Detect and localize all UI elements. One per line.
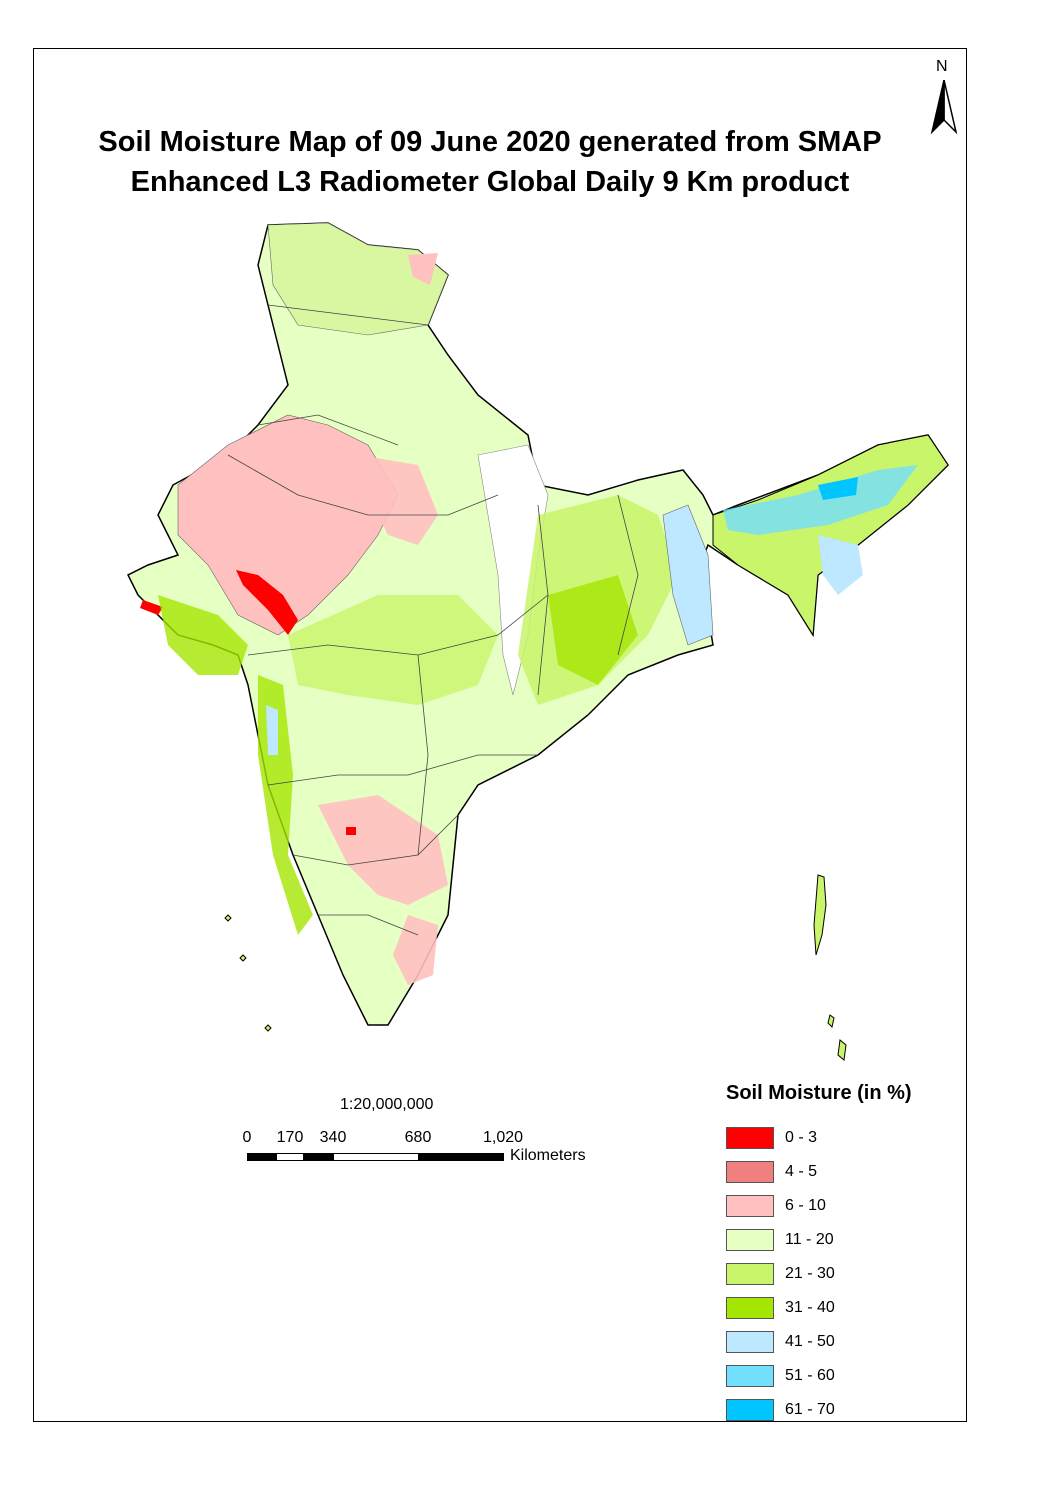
india-mainland: [126, 222, 949, 1026]
region-south-red: [346, 827, 356, 835]
scale-units: Kilometers: [510, 1147, 586, 1164]
lakshadweep-2: [239, 954, 247, 962]
islands: [224, 874, 847, 1061]
north-arrow-icon: [930, 80, 958, 135]
region-tn-pink: [393, 915, 438, 985]
scale-tick: 0: [242, 1129, 252, 1146]
legend-label: 0 - 3: [785, 1129, 818, 1146]
region-deccan-pink: [318, 795, 448, 905]
region-west-coast-blue: [266, 705, 278, 755]
region-bengal-blue: [662, 504, 714, 646]
legend-label: 11 - 20: [785, 1231, 834, 1248]
scale-segment: [418, 1153, 504, 1161]
legend-swatch: [726, 1229, 774, 1251]
region-odisha-green: [548, 575, 638, 685]
map-title: Soil Moisture Map of 09 June 2020 genera…: [40, 122, 940, 202]
region-meghalaya-blue: [818, 535, 863, 595]
state-borders: [227, 304, 639, 936]
legend-swatch: [726, 1161, 774, 1183]
legend-item: 61 - 70: [726, 1393, 956, 1427]
lakshadweep-1: [224, 914, 232, 922]
legend-item: 0 - 3: [726, 1121, 956, 1155]
legend-label: 31 - 40: [785, 1299, 835, 1316]
legend-item: 31 - 40: [726, 1291, 956, 1325]
legend-swatch: [726, 1331, 774, 1353]
legend-swatch: [726, 1127, 774, 1149]
legend-item: 11 - 20: [726, 1223, 956, 1257]
legend-swatch: [726, 1297, 774, 1319]
andaman-islands: [813, 874, 827, 956]
legend-swatch: [726, 1195, 774, 1217]
scale-tick: 340: [319, 1129, 347, 1146]
region-north: [267, 222, 449, 336]
region-northeast: [712, 434, 949, 637]
legend-swatch: [726, 1365, 774, 1387]
india-soil-moisture-map: [126, 222, 949, 1061]
scale-segment: [247, 1153, 277, 1161]
legend-label: 61 - 70: [785, 1401, 835, 1418]
map-frame: [33, 48, 967, 1422]
scale-segment: [276, 1153, 304, 1161]
nicobar-islands: [827, 1014, 835, 1028]
legend-label: 41 - 50: [785, 1333, 835, 1350]
legend-swatch: [726, 1399, 774, 1421]
region-dry-red: [236, 570, 298, 635]
region-rajasthan: [177, 414, 399, 636]
north-label: N: [936, 58, 948, 75]
legend-item: 6 - 10: [726, 1189, 956, 1223]
region-kutch-red: [140, 600, 163, 615]
legend-label: 6 - 10: [785, 1197, 826, 1214]
scale-tick: 170: [276, 1129, 304, 1146]
title-line-2: Enhanced L3 Radiometer Global Daily 9 Km…: [130, 166, 850, 198]
legend-label: 21 - 30: [785, 1265, 835, 1282]
legend-item: 41 - 50: [726, 1325, 956, 1359]
region-core-blue: [818, 477, 858, 500]
legend-item: 4 - 5: [726, 1155, 956, 1189]
lakshadweep-3: [264, 1024, 272, 1032]
scale-segment: [303, 1153, 334, 1161]
region-assam-blue: [723, 465, 918, 535]
region-mp-pink: [358, 455, 438, 545]
scale-tick: 1,020: [482, 1129, 524, 1146]
scale-tick: 680: [404, 1129, 432, 1146]
scale-bar: 1:20,000,000 0 170 340 680 1,020 Kilomet…: [230, 1096, 630, 1176]
region-ladakh-pink: [408, 253, 438, 285]
nicobar-islands-south: [837, 1039, 847, 1061]
legend-swatch: [726, 1263, 774, 1285]
region-central-green: [288, 595, 498, 705]
legend: Soil Moisture (in %) 0 - 3 4 - 5 6 - 10 11 …: [726, 1082, 956, 1427]
legend-label: 51 - 60: [785, 1367, 835, 1384]
region-no-data: [477, 444, 549, 696]
legend-items: 0 - 3 4 - 5 6 - 10 11 - 20 21 - 30 31 - 40 41 …: [726, 1121, 956, 1427]
scale-segment: [333, 1153, 419, 1161]
legend-title: Soil Moisture (in %): [726, 1082, 912, 1104]
legend-label: 4 - 5: [785, 1163, 818, 1180]
title-line-1: Soil Moisture Map of 09 June 2020 genera…: [98, 126, 882, 158]
legend-item: 21 - 30: [726, 1257, 956, 1291]
region-gujarat-green: [158, 595, 248, 675]
scale-ratio: 1:20,000,000: [340, 1096, 434, 1113]
legend-item: 51 - 60: [726, 1359, 956, 1393]
north-arrow: N: [924, 58, 964, 138]
